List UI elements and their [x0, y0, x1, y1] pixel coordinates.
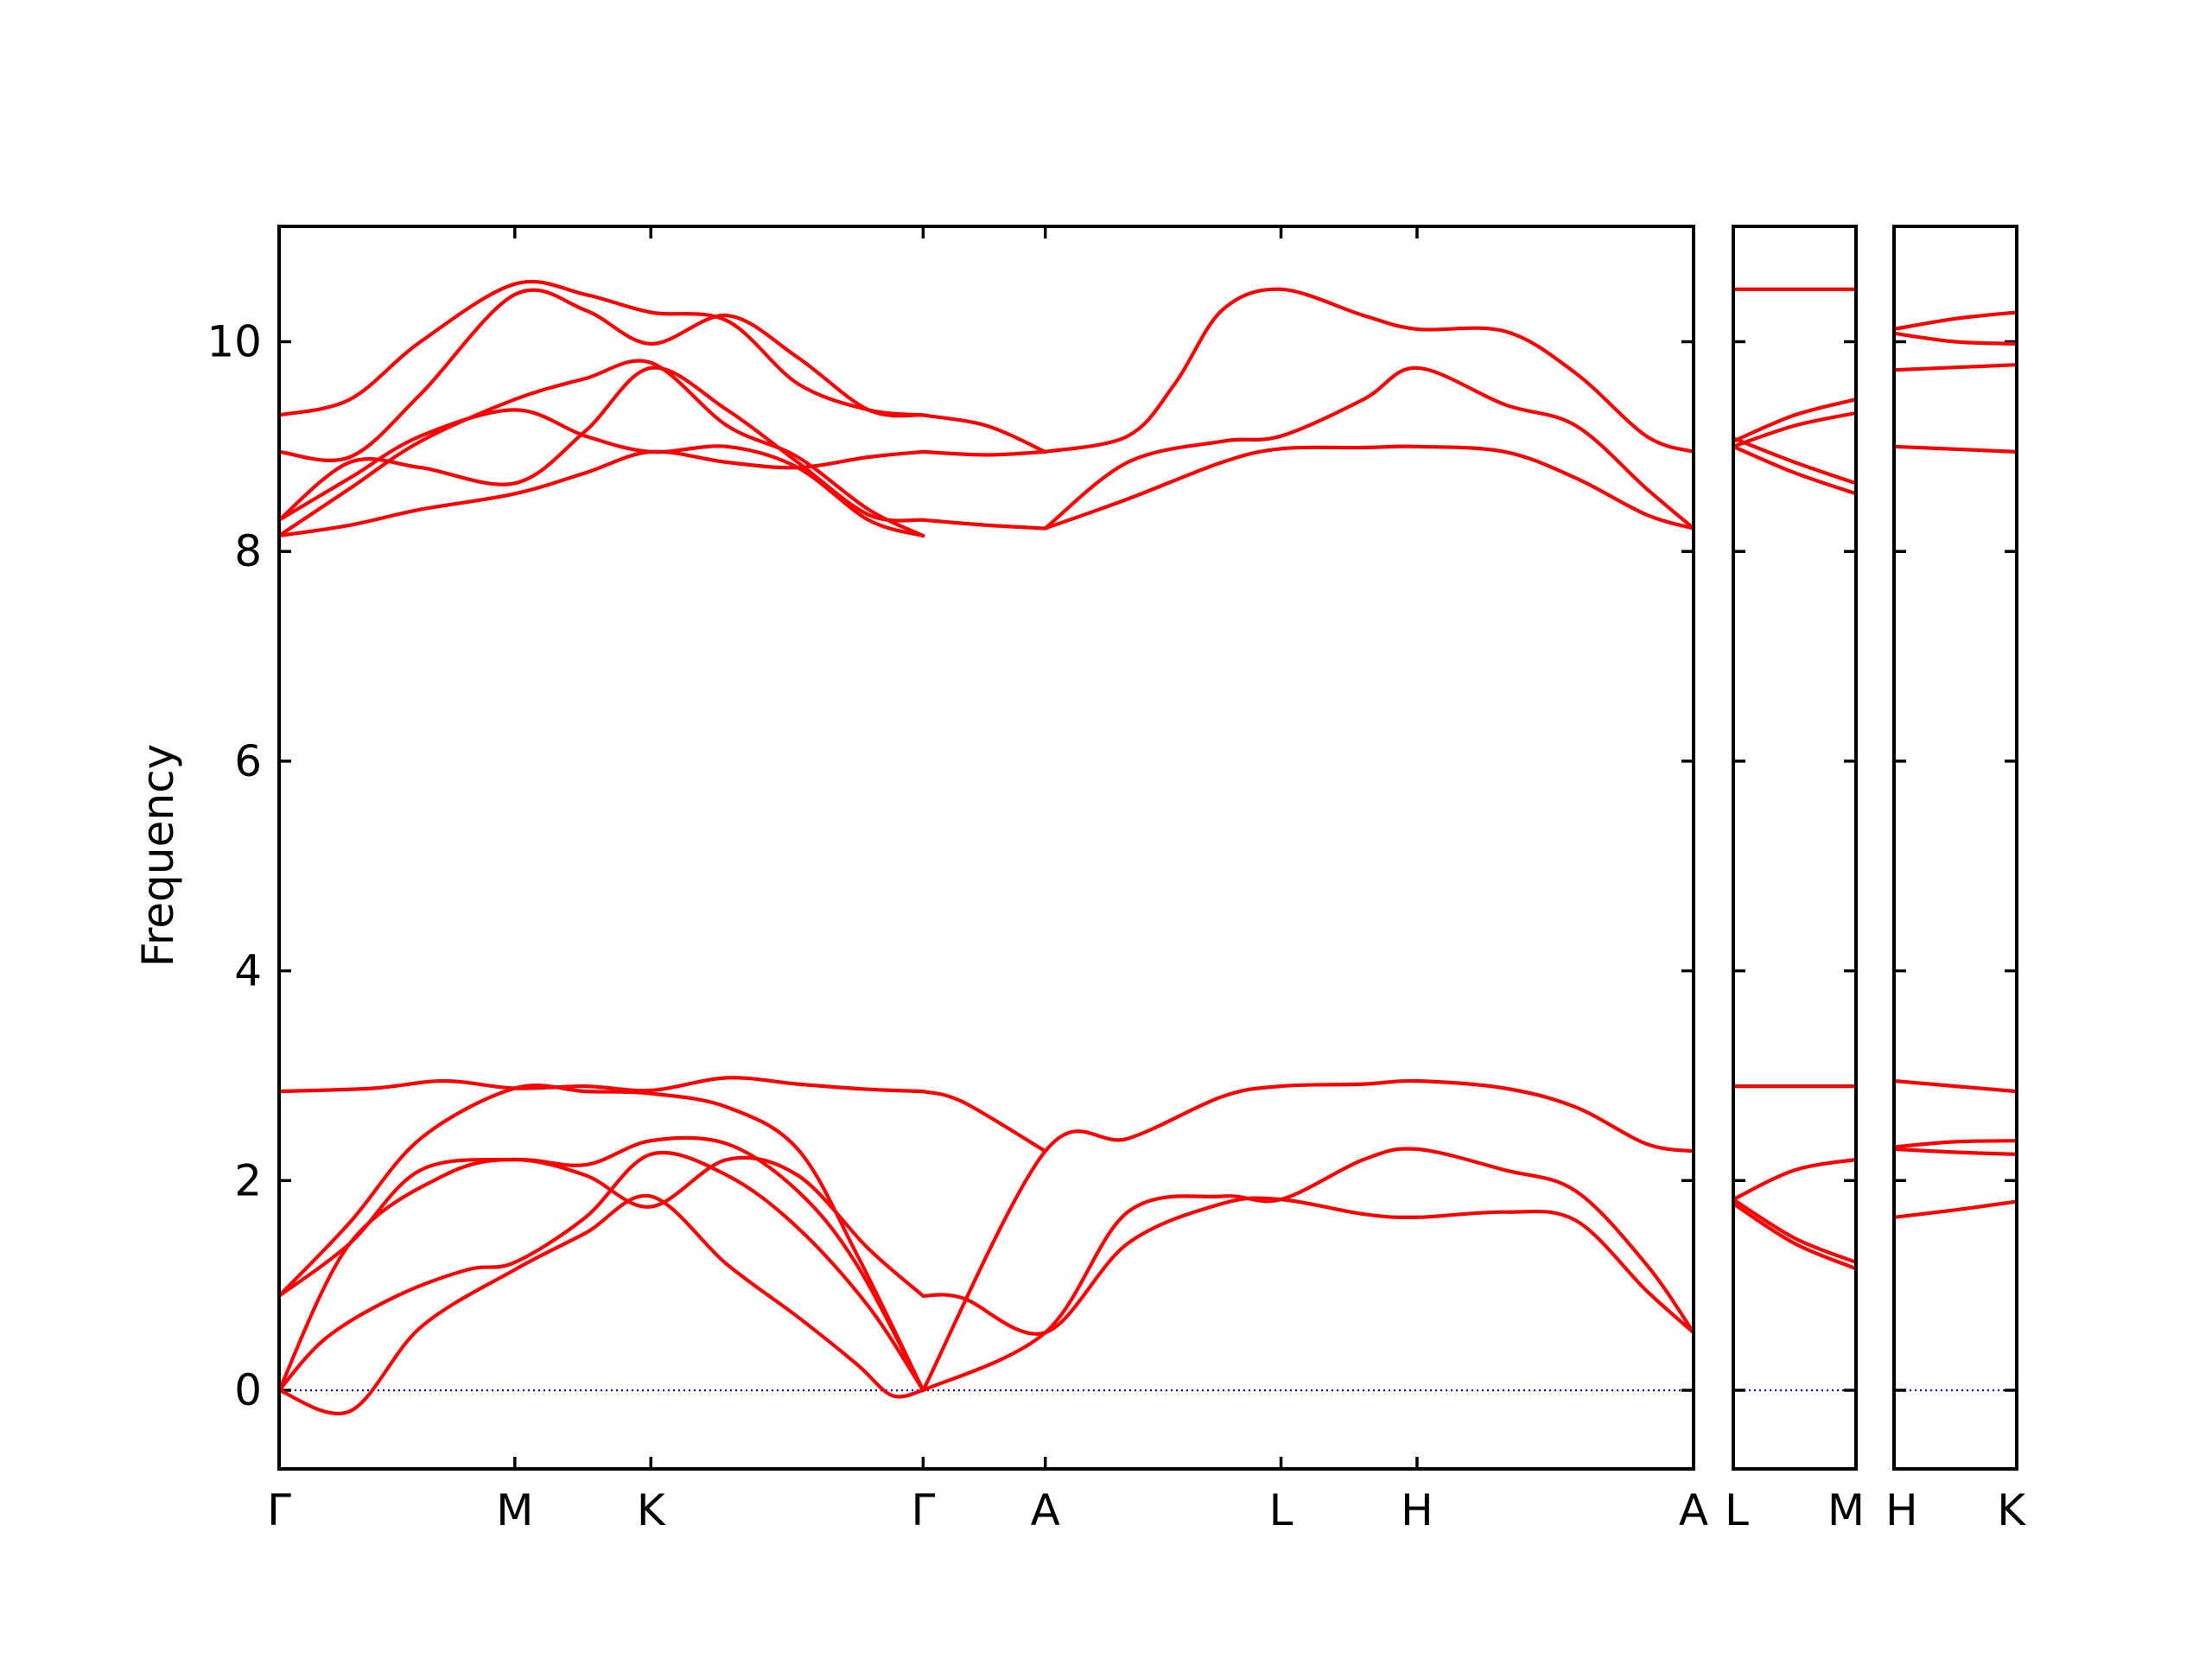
x-tick-label: M: [496, 1485, 533, 1535]
band-line: [1043, 365, 1696, 531]
band-line: [921, 1090, 1047, 1154]
band-line: [1043, 287, 1696, 454]
band-line: [276, 365, 925, 523]
x-tick-label: K: [637, 1485, 666, 1535]
band-line: [1891, 1078, 2019, 1094]
x-tick-label: M: [1827, 1485, 1865, 1535]
band-line: [1891, 310, 2019, 331]
panel-main: 0 2 4 6 8 10 Γ M K Γ A L H A: [207, 225, 1708, 1535]
y-tick-label: 10: [207, 316, 262, 366]
band-line: [921, 449, 1047, 457]
band-line: [276, 1076, 925, 1094]
y-tick-label: 4: [234, 946, 262, 996]
band-line: [276, 1135, 925, 1393]
band-line: [1891, 1147, 2019, 1156]
band-line: [276, 449, 925, 538]
band-line: [921, 518, 1047, 531]
band-line: [276, 1193, 925, 1415]
band-line: [921, 1078, 1696, 1393]
y-tick-label: 8: [234, 526, 262, 576]
x-tick-label: Γ: [267, 1485, 291, 1535]
plot-frame: [1892, 225, 2018, 1471]
x-tick-label: H: [1885, 1485, 1918, 1535]
x-tick-label: H: [1401, 1485, 1433, 1535]
band-line: [1891, 363, 2019, 372]
band-line: [1891, 444, 2019, 454]
x-tick-label: L: [1269, 1485, 1294, 1535]
band-line: [276, 1083, 925, 1393]
band-line: [276, 408, 925, 538]
y-tick-label: 2: [234, 1155, 262, 1205]
band-line: [1731, 1198, 1859, 1264]
band-line: [276, 288, 925, 462]
y-tick-label: 0: [234, 1365, 262, 1415]
band-line: [1731, 1201, 1859, 1271]
y-axis-title: Frequency: [133, 744, 183, 967]
band-line: [1731, 397, 1859, 443]
x-tick-label: A: [1031, 1485, 1060, 1535]
plot-frame: [1732, 225, 1858, 1471]
x-tick-label: L: [1725, 1485, 1749, 1535]
x-tick-label: K: [1997, 1485, 2026, 1535]
band-line: [276, 1150, 925, 1393]
band-line: [921, 1147, 1696, 1393]
band-line: [921, 1196, 1696, 1336]
band-line: [276, 279, 925, 417]
band-line: [1731, 444, 1859, 496]
band-line: [1891, 331, 2019, 346]
x-tick-label: Γ: [911, 1485, 935, 1535]
band-line: [1043, 444, 1696, 531]
plot-frame: [277, 225, 1695, 1471]
y-tick-label: 6: [234, 736, 262, 786]
band-line: [276, 359, 925, 538]
x-tick-label: A: [1679, 1485, 1708, 1535]
band-line: [1731, 436, 1859, 486]
band-line: [921, 413, 1047, 454]
band-line: [1731, 1157, 1859, 1202]
band-line: [1891, 1199, 2019, 1219]
band-line: [1891, 1139, 2019, 1149]
band-line: [1731, 410, 1859, 448]
